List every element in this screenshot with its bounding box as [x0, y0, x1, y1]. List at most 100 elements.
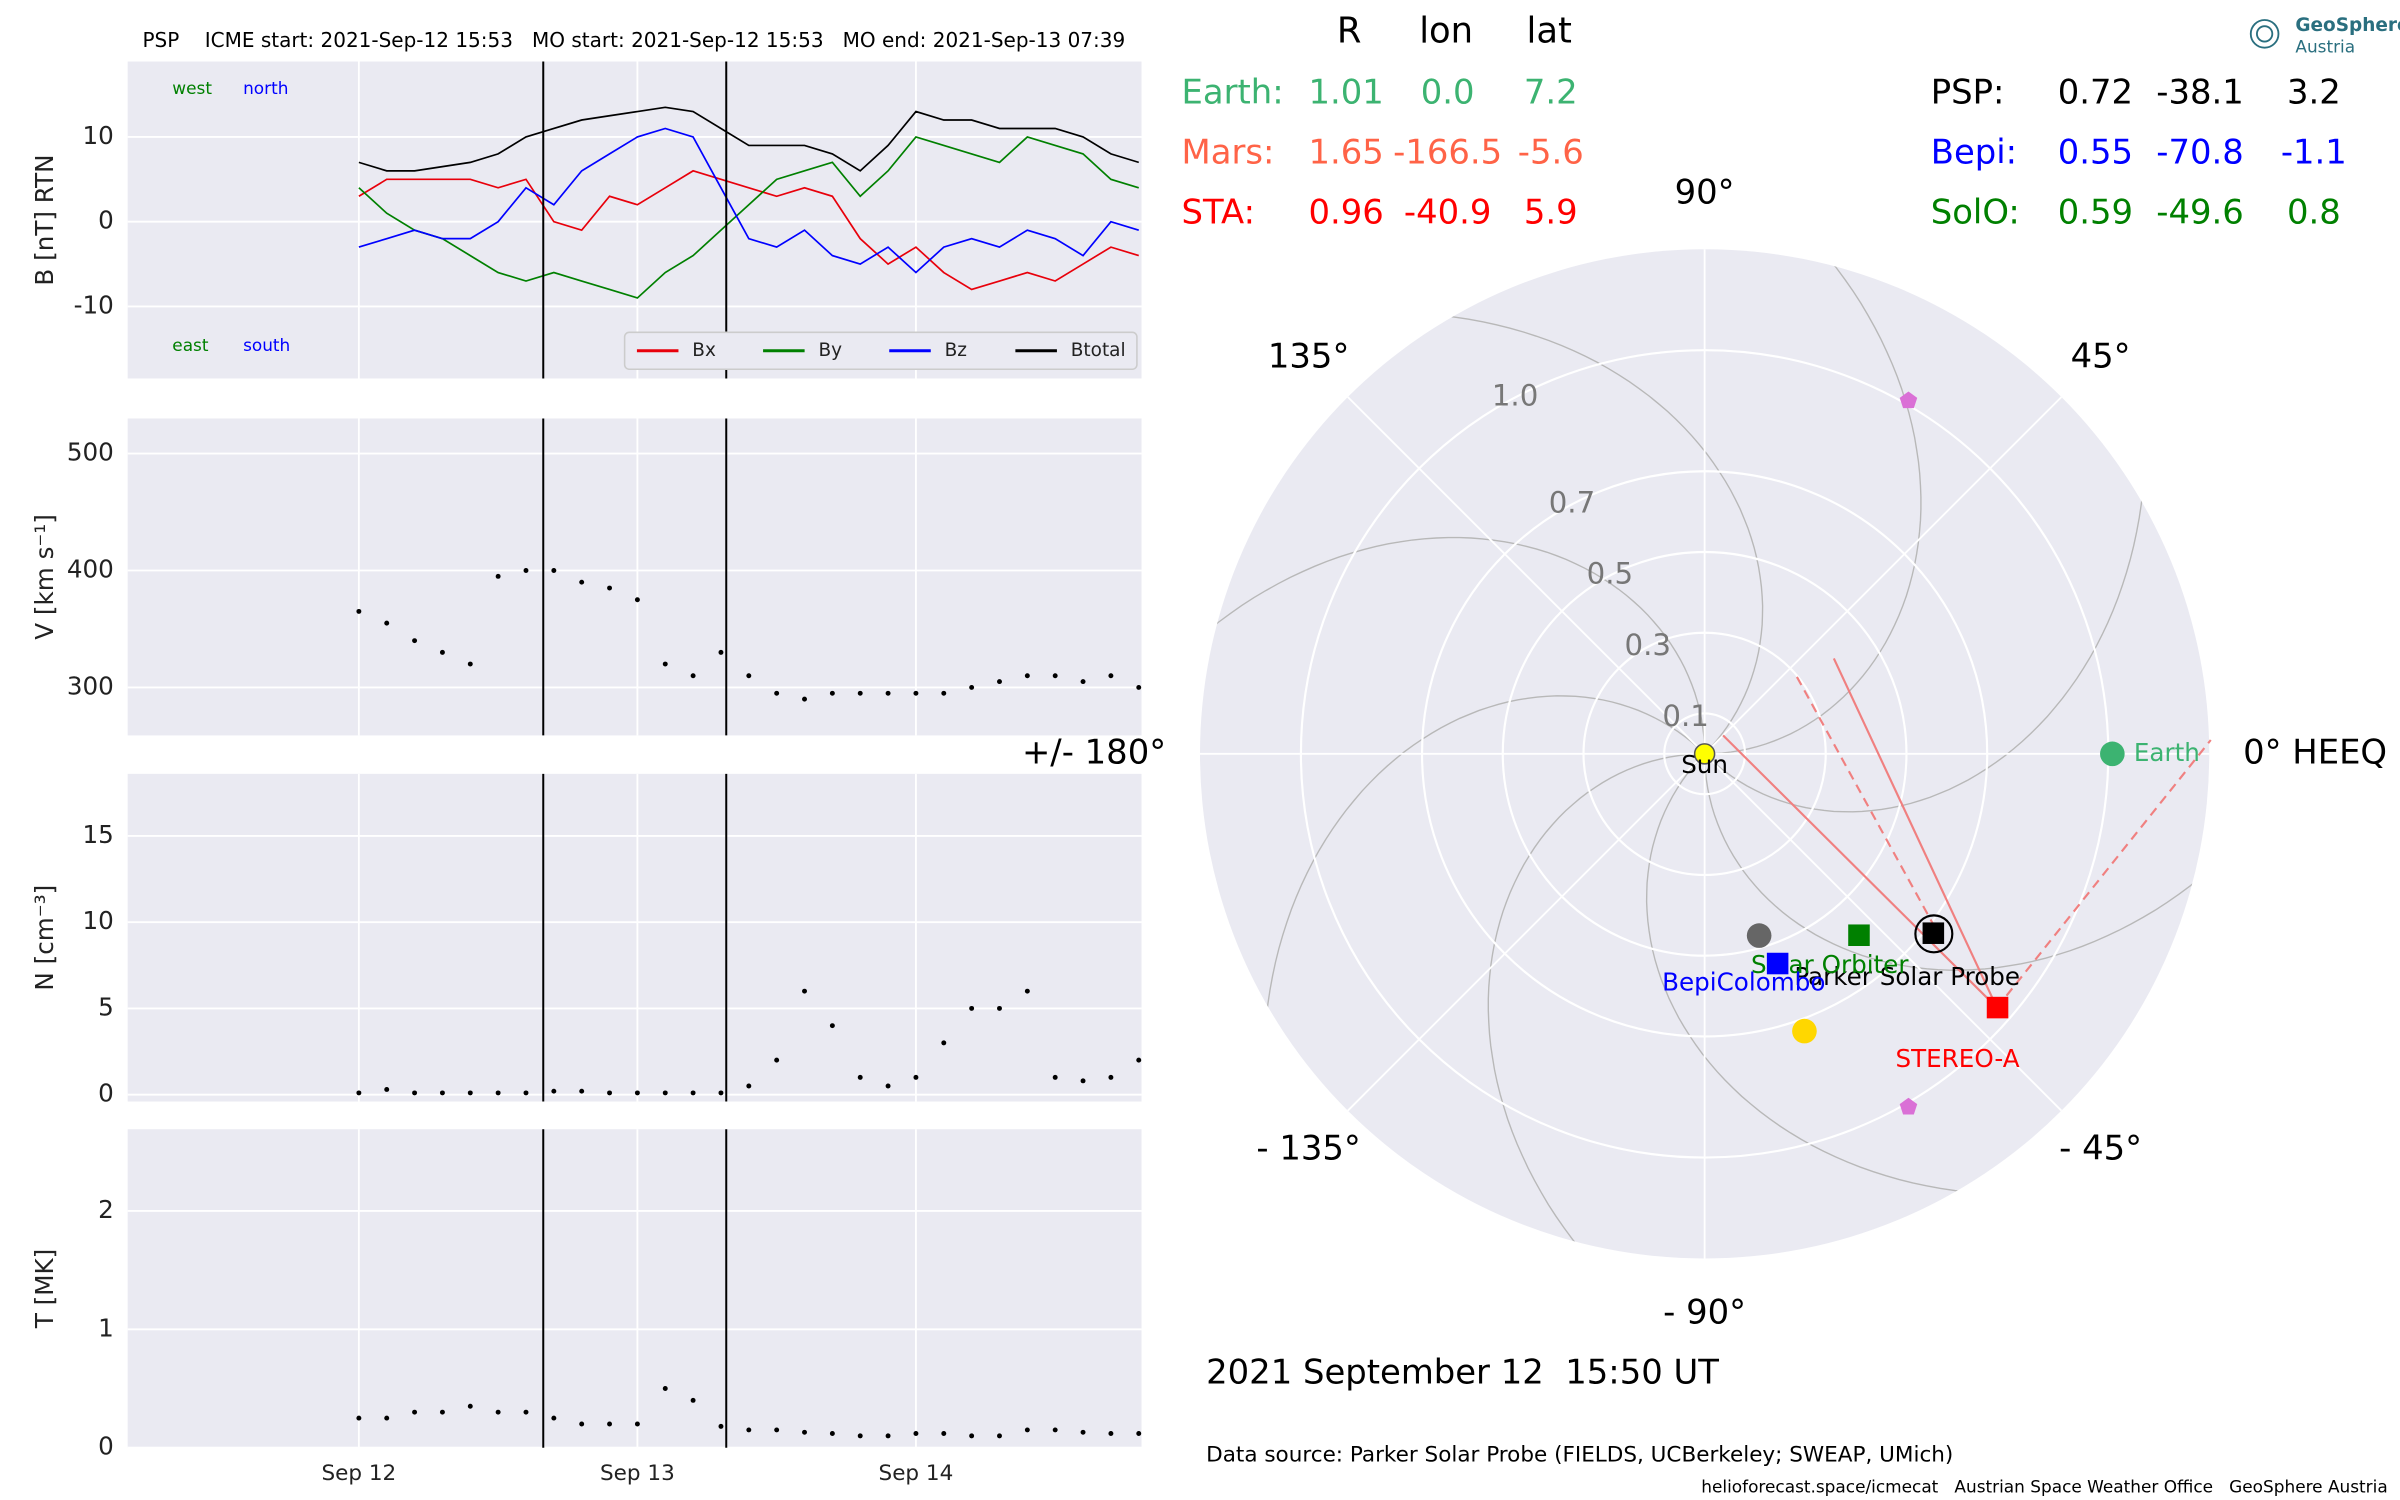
data-point — [634, 597, 640, 603]
legend-box — [623, 331, 1138, 370]
data-point — [1080, 679, 1086, 685]
data-point — [1024, 673, 1030, 679]
data-point — [969, 684, 975, 690]
cell: -1.1 — [2281, 132, 2347, 171]
credits: helioforecast.space/icmecat Austrian Spa… — [1701, 1477, 2387, 1497]
y-tick-label: 400 — [67, 554, 114, 583]
data-point — [997, 679, 1002, 685]
connection-line — [1722, 734, 1998, 1009]
body-label: BepiColombo — [1662, 968, 1825, 997]
data-point — [802, 988, 807, 994]
data-point — [495, 1409, 501, 1415]
y-tick-label: 10 — [83, 906, 114, 935]
date: 2021 September 12 15:50 UT — [1206, 1352, 1719, 1391]
data-point — [662, 661, 668, 667]
body-label: STEREO-A — [1895, 1044, 2019, 1073]
data-point — [439, 1409, 445, 1415]
data-point — [997, 1005, 1002, 1011]
r-grid-ring — [1501, 550, 1908, 957]
spiral — [1703, 753, 2210, 971]
data-point — [718, 649, 724, 655]
data-point — [829, 1023, 835, 1029]
data-point — [607, 1090, 613, 1096]
cell: 1.01 — [1308, 72, 1383, 111]
spiral — [1704, 459, 2146, 813]
data-point — [467, 661, 473, 667]
row-name: PSP: — [1931, 72, 2005, 111]
logo: GeoSphere Austria — [2249, 15, 2400, 57]
data-point — [467, 1403, 473, 1409]
body-marker — [1693, 743, 1716, 765]
spiral — [1645, 753, 1999, 1196]
data-point — [551, 1088, 557, 1094]
body-marker — [1848, 924, 1870, 946]
data-point — [802, 1429, 807, 1435]
data-point — [356, 1415, 362, 1421]
data-point — [662, 1090, 668, 1096]
row-name: SolO: — [1931, 192, 2020, 231]
x-tick-label: Sep 14 — [879, 1461, 954, 1486]
y-axis-label: N [cm⁻³] — [30, 885, 59, 991]
theta-grid-line — [1347, 396, 1706, 755]
data-point — [579, 1088, 585, 1094]
data-point — [969, 1433, 975, 1439]
body-marker — [1792, 1018, 1817, 1044]
data-point — [941, 1431, 947, 1436]
data-point — [829, 690, 835, 696]
data-point — [1080, 1429, 1086, 1435]
x-tick-label: Sep 13 — [600, 1461, 675, 1486]
cell: 1.65 — [1308, 132, 1383, 171]
r-grid-ring — [1582, 631, 1827, 877]
data-point — [579, 1421, 585, 1427]
data-point — [523, 1409, 529, 1415]
data-point — [356, 608, 362, 614]
cell: 0.72 — [2058, 72, 2133, 111]
cell: 0.55 — [2058, 132, 2133, 171]
data-point — [774, 1427, 780, 1433]
connection-line — [1996, 739, 2212, 1009]
cell: -166.5 — [1393, 132, 1502, 171]
data-point — [384, 1087, 390, 1092]
cell: 0.96 — [1308, 192, 1383, 231]
data-point — [1108, 1074, 1114, 1080]
data-point — [857, 1074, 863, 1080]
data-point — [941, 690, 947, 696]
data-point — [746, 1427, 752, 1433]
y-tick-label: 5 — [98, 992, 114, 1021]
cell: -5.6 — [1518, 132, 1584, 171]
legend-label: Btotal — [1071, 340, 1126, 361]
connection-line — [1832, 658, 1998, 1009]
data-point — [885, 690, 891, 696]
spirals — [1200, 249, 2210, 1259]
data-point — [774, 1057, 780, 1063]
body-marker — [1922, 922, 1945, 944]
data-point — [523, 568, 529, 573]
plot-area — [127, 418, 1142, 736]
legend-label: Bz — [945, 340, 967, 361]
y-tick-label: 2 — [98, 1195, 114, 1224]
r-tick-label: 0.7 — [1549, 485, 1595, 519]
data-point — [523, 1090, 529, 1096]
data-point — [997, 1433, 1002, 1439]
row-name: Earth: — [1182, 72, 1284, 111]
y-axis-label: T [MK] — [30, 1249, 59, 1329]
data-point — [551, 568, 557, 573]
body-label: Parker Solar Probe — [1794, 962, 2020, 991]
cell: 0.59 — [2058, 192, 2133, 231]
body-marker — [1986, 996, 2009, 1019]
highlight-ring — [1914, 914, 1954, 954]
data-point — [857, 690, 863, 696]
y-axis-label: B [nT] RTN — [30, 154, 59, 285]
data-point — [1052, 1427, 1058, 1433]
cell: 5.9 — [1524, 192, 1578, 231]
r-grid-ring — [1663, 712, 1747, 796]
data-point — [439, 1090, 445, 1096]
data-point — [1024, 988, 1030, 994]
spiral — [1410, 312, 1764, 755]
annotation: south — [243, 335, 290, 355]
data-point — [690, 1397, 696, 1403]
cell: -49.6 — [2156, 192, 2244, 231]
